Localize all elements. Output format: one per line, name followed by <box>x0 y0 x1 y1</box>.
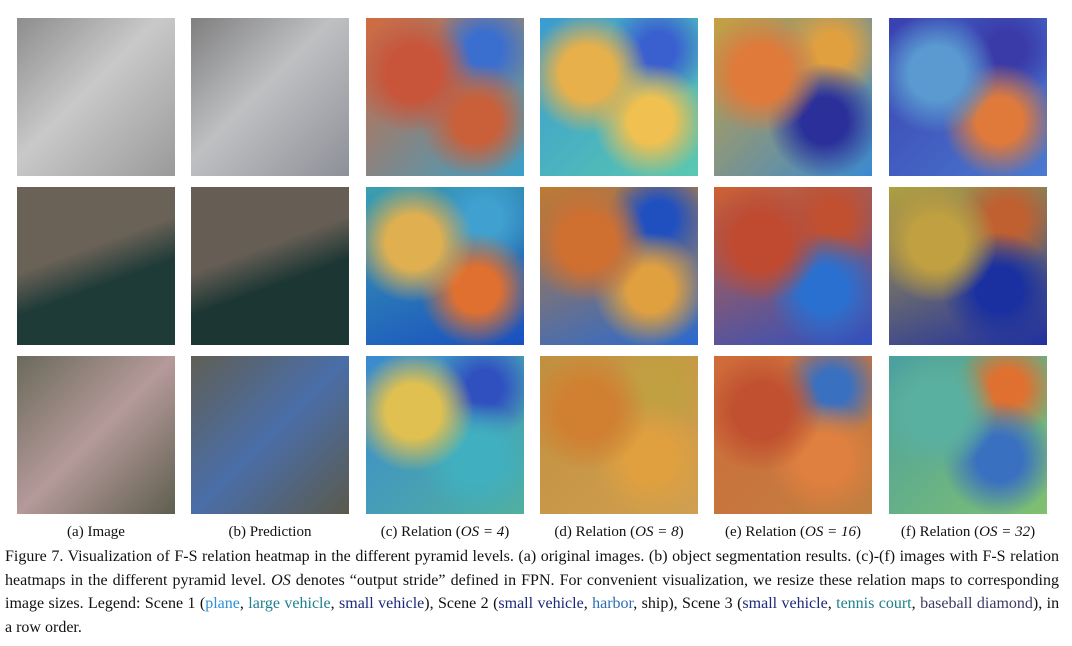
caption-text: , <box>827 595 837 612</box>
caption-text: , ship), Scene 3 ( <box>633 595 743 612</box>
figure-image <box>540 187 698 345</box>
subcaption-label: (e) Relation ( <box>725 524 805 540</box>
caption-text: , <box>330 595 340 612</box>
subcaption-label: (d) Relation ( <box>554 524 636 540</box>
caption-text: baseball diamond <box>920 595 1033 612</box>
caption-text: OS <box>271 571 291 589</box>
caption-text: small vehicle <box>498 595 584 612</box>
subcaption: (c) Relation (OS = 4) <box>358 524 532 541</box>
figure-image <box>889 187 1047 345</box>
caption-text: large vehicle <box>248 595 331 612</box>
subcaption-suffix: ) <box>1030 524 1036 540</box>
figure-image <box>889 18 1047 176</box>
caption-text: denotes “output stride” defined in FPN. … <box>5 571 1059 613</box>
figure-image <box>714 356 872 514</box>
subcaption-suffix: ) <box>855 524 861 540</box>
subcaption-label: (a) Image <box>67 524 125 540</box>
subcaption-suffix: ) <box>678 524 684 540</box>
subcaption-math: OS = 8 <box>635 524 679 540</box>
subcaption-label: (f) Relation ( <box>900 524 980 540</box>
figure-image <box>366 187 524 345</box>
caption-text: ), in a row order. <box>5 595 1060 636</box>
caption-text: plane <box>205 595 240 612</box>
caption-text: small vehicle <box>742 595 828 612</box>
figure-image <box>540 18 698 176</box>
caption-text: Figure 7. Visualization of F-S relation … <box>5 548 1059 589</box>
subcaption-label: (c) Relation ( <box>380 524 461 540</box>
figure-image <box>540 356 698 514</box>
subcaption: (e) Relation (OS = 16) <box>706 524 880 541</box>
subcaption: (d) Relation (OS = 8) <box>532 524 706 541</box>
figure-image <box>191 187 349 345</box>
caption-text: , <box>239 595 249 612</box>
figure-image <box>889 356 1047 514</box>
figure-image <box>191 18 349 176</box>
subcaption: (f) Relation (OS = 32) <box>881 524 1055 541</box>
subcaption-math: OS = 32 <box>979 524 1031 540</box>
figure-image <box>714 18 872 176</box>
subcaption: (a) Image <box>9 524 183 541</box>
subcaption-suffix: ) <box>504 524 510 540</box>
subcaption-math: OS = 4 <box>460 524 505 540</box>
figure-image <box>366 356 524 514</box>
subcaption-math: OS = 16 <box>805 524 856 540</box>
figure-image <box>17 356 175 514</box>
figure-image <box>17 187 175 345</box>
figure-image <box>191 356 349 514</box>
caption-text: , <box>911 595 921 612</box>
figure-caption: Figure 7. Visualization of F-S relation … <box>5 545 1059 639</box>
figure-image <box>714 187 872 345</box>
caption-text: tennis court <box>836 595 912 612</box>
caption-text: , <box>583 595 593 612</box>
caption-text: ), Scene 2 ( <box>424 595 499 612</box>
subcaption-label: (b) Prediction <box>228 524 312 540</box>
caption-text: small vehicle <box>339 595 425 612</box>
subcaption: (b) Prediction <box>183 524 357 541</box>
figure-image <box>366 18 524 176</box>
figure-image <box>17 18 175 176</box>
caption-text: harbor <box>592 595 634 612</box>
